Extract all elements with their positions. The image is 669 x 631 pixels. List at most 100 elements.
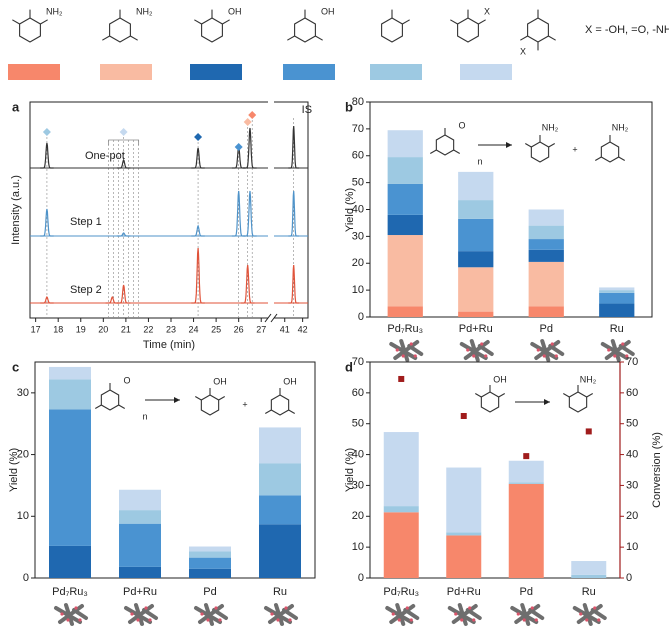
arrow-head	[544, 399, 550, 405]
catalyst-particle	[472, 618, 476, 622]
bar-segment	[383, 506, 419, 513]
catalyst-strand	[399, 339, 410, 362]
panel-letter: c	[12, 359, 19, 374]
catalyst-strand	[72, 608, 88, 620]
catalyst-particle	[409, 342, 413, 346]
panel-letter: d	[345, 359, 353, 374]
catalyst-particle	[66, 618, 70, 622]
bar-segment	[458, 171, 494, 201]
catalyst-particle	[468, 606, 472, 610]
catalyst-particle	[466, 348, 470, 352]
plot-frame	[29, 101, 309, 319]
x-axis-label: Time (min)	[143, 339, 195, 351]
substituent-label: NH₂	[136, 6, 153, 16]
catalyst-strand	[142, 608, 158, 620]
ring	[568, 391, 588, 413]
marker-bracket	[108, 139, 140, 145]
y2-tick-label: 20	[626, 510, 638, 522]
peak	[191, 247, 205, 304]
x-tick-label: 41	[280, 324, 290, 334]
x-tick-label: Ru	[582, 586, 596, 598]
catalyst-strand	[520, 603, 531, 626]
catalyst-particle	[401, 354, 405, 358]
legend-swatch	[370, 64, 422, 80]
bar-segment	[189, 568, 231, 578]
x-tick-label: 26	[234, 324, 244, 334]
y-tick-label: 20	[17, 448, 29, 460]
catalyst-strand	[268, 604, 294, 624]
bar-segment	[49, 545, 91, 578]
peak-marker	[234, 143, 243, 151]
scheme-label: O	[458, 120, 465, 130]
peak-marker	[243, 118, 252, 126]
bar-segment	[528, 225, 564, 240]
x-tick-label: Ru	[273, 586, 287, 598]
peak	[105, 295, 120, 304]
catalyst-particle	[214, 606, 218, 610]
x-tick-label: 25	[211, 324, 221, 334]
scheme-label: +	[242, 399, 247, 409]
catalyst-particle	[522, 618, 526, 622]
y-tick-label: 60	[352, 387, 364, 399]
y-tick-label: 30	[17, 387, 29, 399]
x-tick-label: Pd₇Ru₃	[387, 323, 423, 335]
y2-tick-label: 50	[626, 418, 638, 430]
bar-segment	[528, 209, 564, 226]
catalyst-strand	[469, 339, 480, 362]
y-tick-label: 70	[352, 123, 364, 135]
catalyst-particle	[413, 354, 417, 358]
y-axis-label: Yield (%)	[344, 188, 356, 232]
x-tick-label: Pd₇Ru₃	[383, 586, 419, 598]
catalyst-strand	[610, 339, 621, 362]
legend-swatch	[283, 64, 335, 80]
ring	[381, 17, 403, 43]
ring	[527, 17, 549, 43]
scheme-label: OH	[213, 376, 227, 386]
x-tick-label: 27	[256, 324, 266, 334]
trace-label: One-pot	[85, 150, 125, 162]
y-tick-label: 70	[352, 356, 364, 368]
catalyst-strand	[134, 603, 144, 626]
bar-segment	[528, 306, 564, 317]
peak	[116, 284, 131, 304]
bar-segment	[119, 510, 161, 524]
catalyst-strand	[395, 603, 406, 626]
catalyst-particle	[554, 354, 558, 358]
substituent-label: X	[520, 46, 526, 56]
y-tick-label: 30	[352, 479, 364, 491]
peak	[191, 147, 205, 169]
catalyst-strand	[407, 344, 424, 356]
peak-marker	[248, 111, 257, 119]
catalyst-particle	[542, 354, 546, 358]
x-tick-label: Ru	[610, 323, 624, 335]
y-tick-label: 80	[352, 96, 364, 108]
y-tick-label: 10	[352, 541, 364, 553]
peak-marker	[119, 128, 128, 136]
catalyst-particle	[597, 618, 601, 622]
catalyst-particle	[460, 618, 464, 622]
bond	[95, 404, 102, 409]
scheme-label: n	[142, 411, 147, 421]
x-tick-label: 24	[189, 324, 199, 334]
bar-segment	[49, 379, 91, 410]
peak	[40, 295, 54, 304]
bar-segment	[446, 467, 482, 533]
catalyst-particle	[593, 606, 597, 610]
legend-swatch	[100, 64, 152, 80]
catalyst-strand	[451, 604, 478, 624]
bar-segment	[387, 235, 423, 307]
conversion-point	[523, 453, 530, 460]
catalyst-strand	[403, 608, 420, 620]
peak	[40, 142, 54, 169]
bar-segment	[189, 546, 231, 552]
catalyst-particle	[405, 606, 409, 610]
ring	[270, 394, 290, 416]
bond	[520, 35, 528, 41]
bar-segment	[49, 409, 91, 546]
peak	[288, 264, 300, 304]
bond	[287, 35, 295, 41]
bar-segment	[458, 218, 494, 252]
bond	[453, 149, 460, 154]
x-tick-label: 42	[298, 324, 308, 334]
bar-segment	[49, 366, 91, 380]
